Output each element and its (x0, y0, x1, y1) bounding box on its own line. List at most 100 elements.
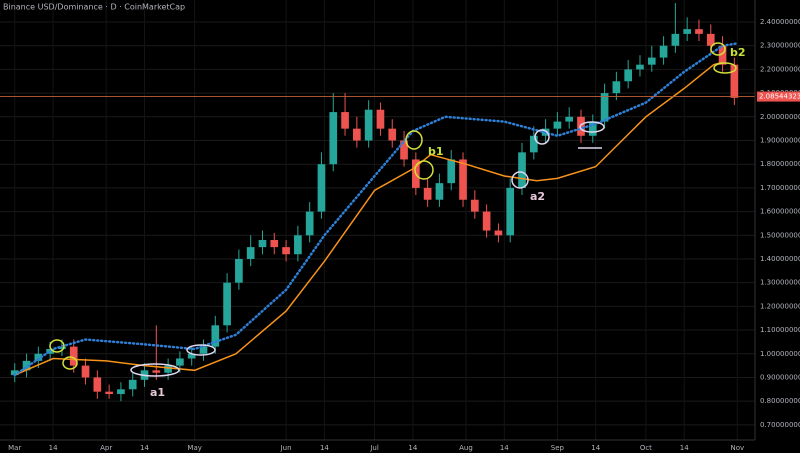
circle (710, 42, 726, 56)
candle-body (718, 45, 727, 65)
y-tick-label: 0.8000000000 (760, 397, 800, 405)
candle-body (565, 116, 574, 122)
candle-body (671, 33, 680, 46)
chart-title: Binance USD/Dominance · D · CoinMarketCa… (3, 3, 185, 12)
candle-body (659, 45, 668, 58)
candle-body (128, 379, 137, 390)
last-price-label: 2.0854432300 (759, 93, 800, 101)
circle (186, 344, 216, 356)
y-tick-label: 1.1000000000 (760, 326, 800, 334)
candle-body (364, 109, 373, 141)
y-tick-label: 1.2000000000 (760, 302, 800, 310)
circle (49, 339, 65, 353)
candle-body (624, 69, 633, 82)
candle-body (317, 164, 326, 212)
candle-body (353, 128, 361, 141)
candle-body (388, 128, 397, 141)
x-tick-label: 14 (500, 444, 509, 452)
y-tick-label: 2.2000000000 (760, 65, 800, 73)
x-tick-label: 14 (680, 444, 689, 452)
candle-body (305, 211, 314, 236)
x-tick-label: 14 (49, 444, 58, 452)
candle-body (612, 81, 621, 94)
candle-body (706, 33, 715, 46)
y-tick-label: 1.0000000000 (760, 350, 800, 358)
candle-body (152, 370, 161, 373)
y-tick-label: 1.8000000000 (760, 160, 800, 168)
candle-body (270, 240, 279, 248)
candle-body (459, 159, 467, 200)
candle-body (636, 64, 644, 70)
candle-body (695, 29, 703, 34)
candle-body (223, 282, 231, 326)
y-tick-label: 2.3000000000 (760, 42, 800, 50)
candle-body (176, 358, 184, 366)
circle (579, 121, 605, 133)
x-tick-label: Mar (8, 444, 21, 452)
y-tick-label: 1.7000000000 (760, 184, 800, 192)
y-tick-label: 2.4000000000 (760, 18, 800, 26)
overlay: 0.7000000000 0.8000000000 0.9000000000 1.00… (8, 18, 800, 452)
x-tick-label: 14 (320, 444, 329, 452)
candle-body (400, 140, 408, 160)
candle-body (46, 349, 54, 354)
candle-body (246, 247, 255, 259)
x-tick-label: 14 (140, 444, 149, 452)
candle-body (600, 93, 609, 122)
y-tick-label: 1.3000000000 (760, 279, 800, 287)
candle-body (58, 346, 66, 350)
y-tick-label: 1.9000000000 (760, 137, 800, 145)
circle (713, 62, 737, 74)
candle-body (376, 109, 385, 129)
annotation-circles (49, 42, 737, 377)
candle-body (10, 370, 19, 376)
candle-body (329, 112, 338, 165)
candle-body (81, 365, 90, 378)
y-tick-label: 0.9000000000 (760, 373, 800, 381)
candle-body (294, 235, 302, 255)
candle-body (730, 64, 739, 98)
x-tick-label: Sep (551, 444, 565, 452)
circle (62, 356, 78, 370)
x-tick-label: 14 (408, 444, 417, 452)
x-tick-label: Oct (640, 444, 652, 452)
x-tick-label: Nov (730, 444, 744, 452)
candle-body (258, 240, 267, 248)
x-tick-label: 14 (591, 444, 600, 452)
candle-body (341, 112, 349, 129)
annotation: b2 (730, 46, 746, 59)
candle-body (22, 360, 31, 371)
candle-body (529, 135, 538, 153)
circle (414, 160, 434, 180)
y-tick-label: 1.6000000000 (760, 208, 800, 216)
annotation: a1 (150, 386, 165, 399)
x-tick-label: May (187, 444, 201, 452)
candle-body (69, 346, 78, 366)
candle-body (482, 211, 491, 231)
candle-body (494, 230, 503, 236)
candle-body (187, 353, 196, 359)
candle-body (164, 365, 172, 373)
candle-body (506, 187, 515, 236)
candle-body (447, 159, 456, 184)
x-tick-label: Aug (459, 444, 473, 452)
candle-body (683, 29, 692, 34)
y-tick-label: 1.4000000000 (760, 255, 800, 263)
candle-body (199, 346, 208, 354)
moving-average (13, 42, 739, 377)
circle (405, 130, 423, 150)
circle (534, 129, 550, 145)
candle-body (553, 121, 562, 129)
last-price-box (757, 91, 800, 102)
candle-body (647, 57, 656, 65)
candle-body (34, 353, 43, 361)
x-tick-label: Jun (280, 444, 292, 452)
y-tick-label: 0.7000000000 (760, 421, 800, 429)
y-tick-label: 2.0000000000 (760, 113, 800, 121)
plot (0, 0, 755, 440)
candle-body (423, 187, 432, 200)
annotation: a2 (530, 190, 545, 203)
candle-body (518, 152, 526, 188)
